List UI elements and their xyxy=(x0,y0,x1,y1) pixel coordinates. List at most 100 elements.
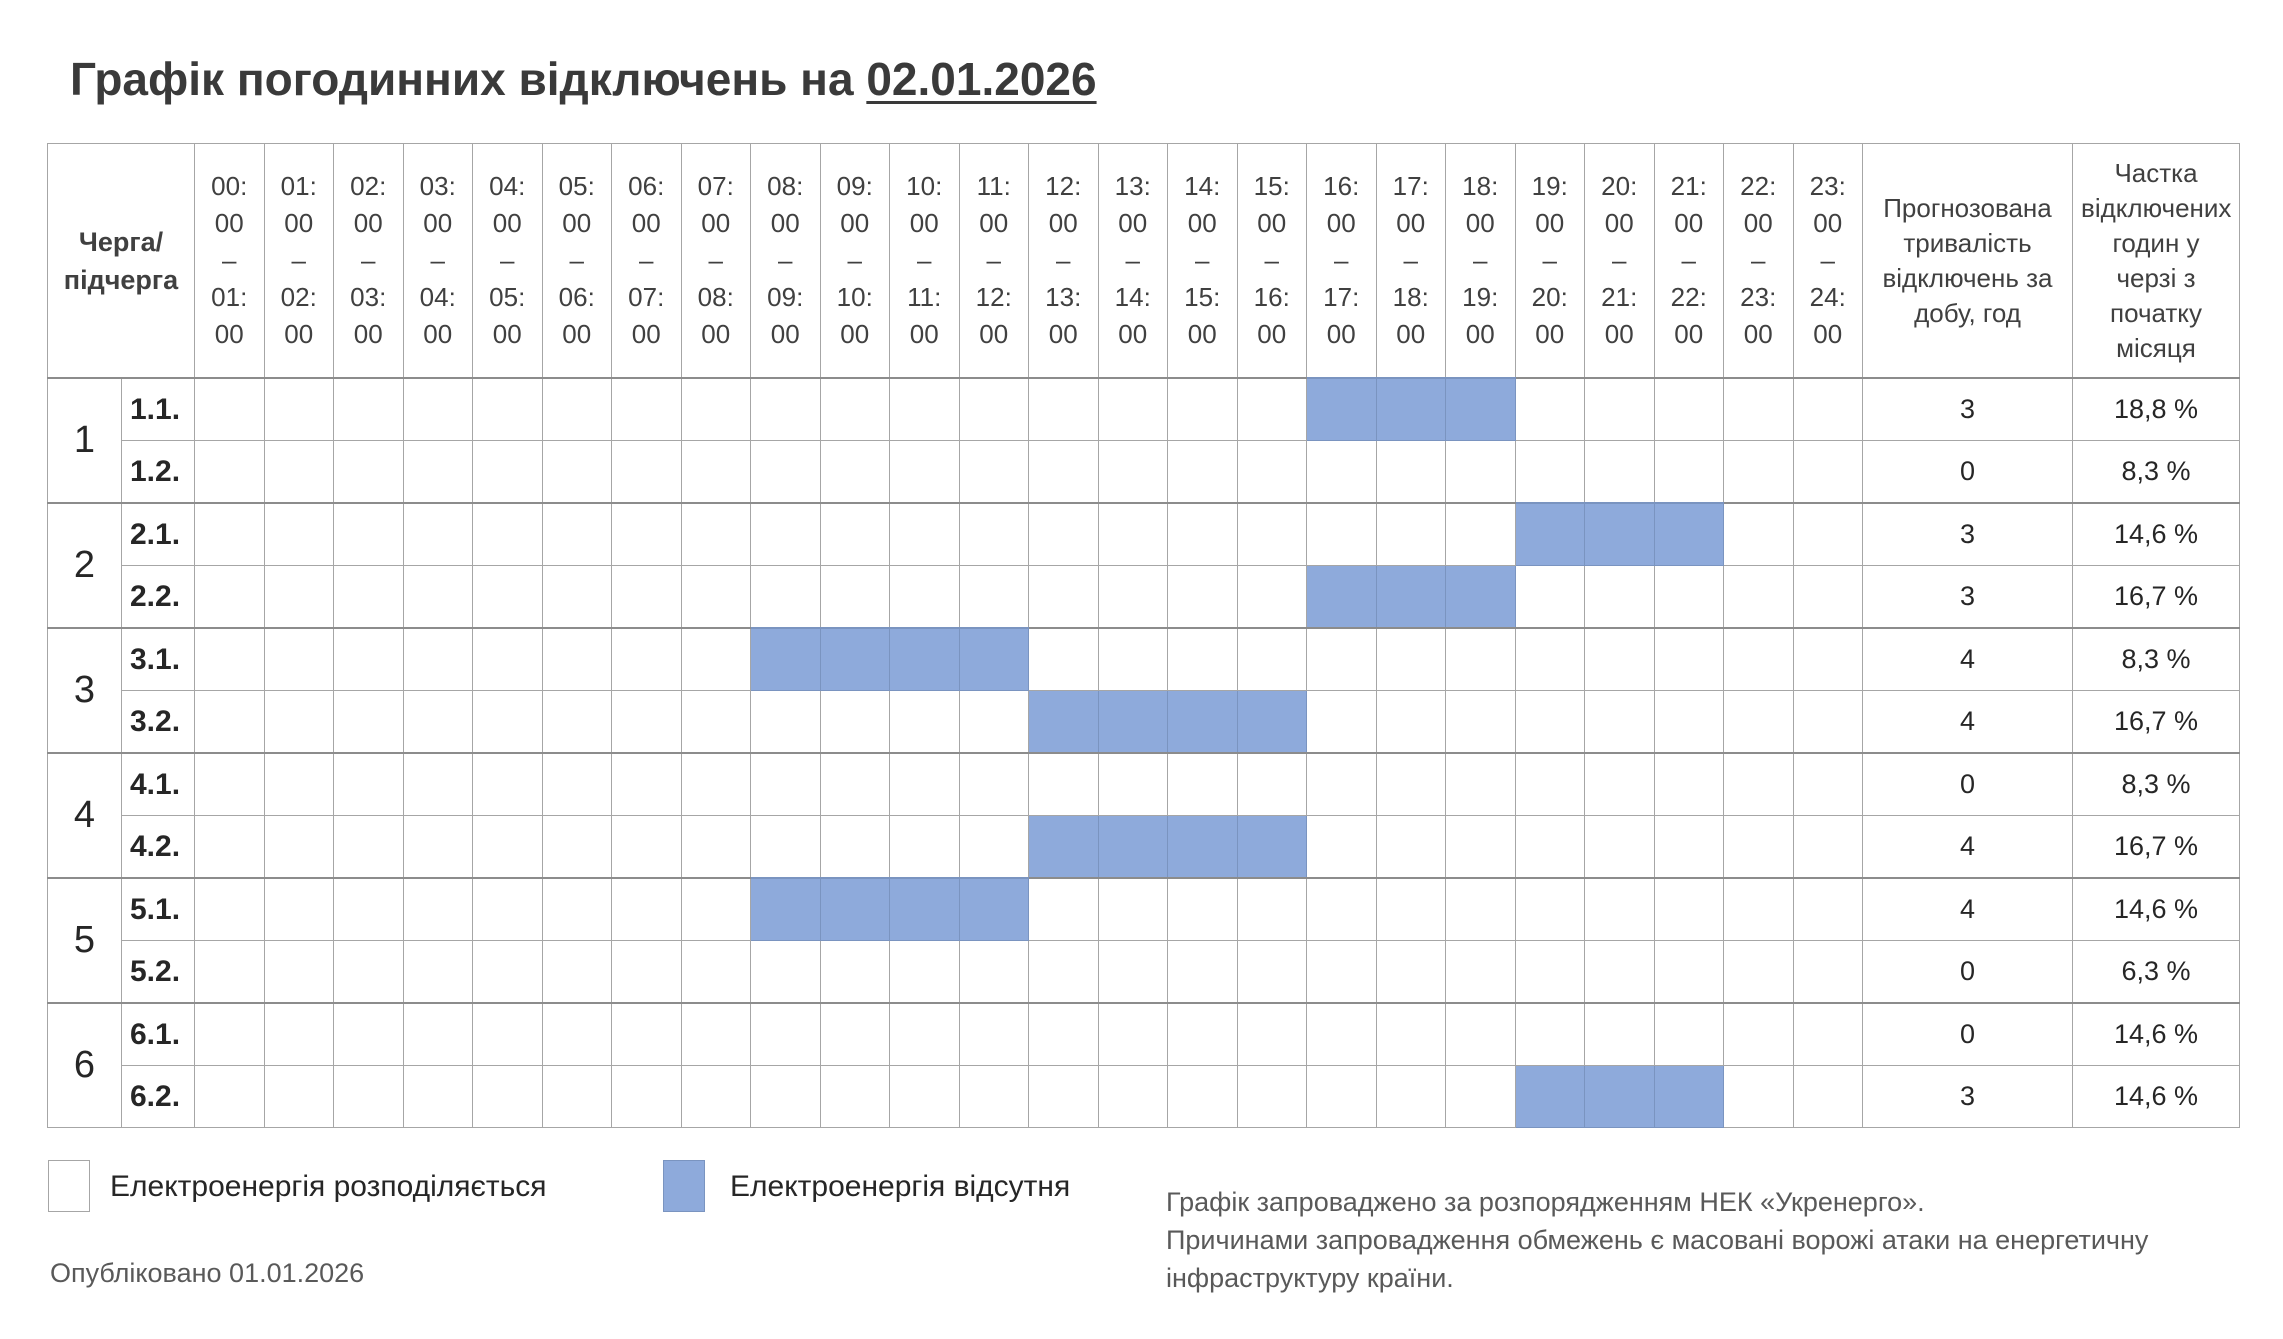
hour-cell-power-on xyxy=(611,565,682,629)
hour-cell-power-on xyxy=(402,565,473,629)
hour-cell-power-on xyxy=(263,1002,334,1066)
hour-cell-power-on xyxy=(1028,440,1099,504)
duration-column-header: Прогнозована тривалість відключень за до… xyxy=(1862,143,2073,379)
hour-cell-power-on xyxy=(1584,815,1655,879)
hour-cell-power-on xyxy=(1028,877,1099,941)
hour-cell-power-on xyxy=(472,1065,543,1128)
hour-cell-power-on xyxy=(1584,627,1655,691)
subqueue-label: 3.2. xyxy=(121,690,195,754)
hour-cell-power-on xyxy=(1723,440,1794,504)
subqueue-label: 1.2. xyxy=(121,440,195,504)
hour-cell-power-off xyxy=(750,877,821,941)
hour-cell-power-on xyxy=(263,565,334,629)
hour-cell-power-on xyxy=(194,565,265,629)
subqueue-label: 4.2. xyxy=(121,815,195,879)
hour-column-header: 12: 00 – 13: 00 xyxy=(1028,143,1099,379)
table-row: 1 1.1. 3 18,8 % xyxy=(47,377,2240,504)
duration-value: 0 xyxy=(1862,940,2073,1004)
hour-cell-power-on xyxy=(1445,627,1516,691)
hour-cell-power-on xyxy=(1514,627,1585,691)
hour-column-header: 01: 00 – 02: 00 xyxy=(263,143,334,379)
hour-cell-power-on xyxy=(541,440,612,504)
hour-cell-power-on xyxy=(1723,690,1794,754)
hour-cell-power-on xyxy=(194,627,265,691)
hour-cell-power-on xyxy=(1306,502,1377,566)
hour-column-header: 22: 00 – 23: 00 xyxy=(1723,143,1794,379)
subqueue-label: 5.1. xyxy=(121,877,195,941)
hour-cell-power-on xyxy=(1375,815,1446,879)
hour-cell-power-on xyxy=(1097,1065,1168,1128)
hour-cell-power-on xyxy=(1514,690,1585,754)
hour-cell-power-on xyxy=(402,690,473,754)
hour-cell-power-on xyxy=(611,815,682,879)
hour-cell-power-on xyxy=(1514,815,1585,879)
footnote-line: інфраструктуру країни. xyxy=(1166,1263,1454,1293)
legend-power-on-label: Електроенергія розподіляється xyxy=(110,1170,547,1203)
share-value: 8,3 % xyxy=(2072,627,2240,691)
hour-cell-power-on xyxy=(1028,627,1099,691)
hour-cell-power-on xyxy=(1792,1002,1863,1066)
hour-cell-power-on xyxy=(1306,752,1377,816)
title-prefix: Графік погодинних відключень на xyxy=(70,53,854,105)
hour-cell-power-off xyxy=(1236,815,1307,879)
hour-cell-power-on xyxy=(1306,815,1377,879)
hour-cell-power-off xyxy=(1097,815,1168,879)
hour-cell-power-on xyxy=(958,940,1029,1004)
hour-cell-power-on xyxy=(611,752,682,816)
hour-cell-power-on xyxy=(750,502,821,566)
share-value: 8,3 % xyxy=(2072,440,2240,504)
hour-cell-power-on xyxy=(889,440,960,504)
hour-cell-power-on xyxy=(1306,1002,1377,1066)
hour-cell-power-on xyxy=(1792,815,1863,879)
hour-cell-power-on xyxy=(750,940,821,1004)
hour-cell-power-on xyxy=(1445,940,1516,1004)
hour-cell-power-on xyxy=(194,502,265,566)
footnote: Графік запроваджено за розпорядженням НЕ… xyxy=(1166,1183,2246,1297)
hour-cell-power-off xyxy=(1514,502,1585,566)
hour-cell-power-on xyxy=(958,815,1029,879)
hour-column-header: 00: 00 – 01: 00 xyxy=(194,143,265,379)
queue-number: 2 xyxy=(47,502,122,629)
hour-cell-power-on xyxy=(819,752,890,816)
subqueue-label: 2.1. xyxy=(121,502,195,566)
subqueue-label: 2.2. xyxy=(121,565,195,629)
hour-cell-power-on xyxy=(541,627,612,691)
hour-cell-power-on xyxy=(1167,377,1238,441)
hour-column-header: 19: 00 – 20: 00 xyxy=(1514,143,1585,379)
footnote-line: Причинами запровадження обмежень є масов… xyxy=(1166,1225,2149,1255)
hour-cell-power-on xyxy=(194,877,265,941)
table-row: 3.2. 4 16,7 % xyxy=(48,690,2240,754)
hour-cell-power-on xyxy=(819,565,890,629)
hour-cell-power-on xyxy=(1653,690,1724,754)
hour-column-header: 16: 00 – 17: 00 xyxy=(1306,143,1377,379)
hour-cell-power-on xyxy=(263,377,334,441)
hour-cell-power-on xyxy=(472,502,543,566)
hour-cell-power-on xyxy=(1723,752,1794,816)
share-value: 14,6 % xyxy=(2072,1065,2240,1128)
hour-cell-power-on xyxy=(472,565,543,629)
hour-cell-power-on xyxy=(750,440,821,504)
hour-cell-power-off xyxy=(1514,1065,1585,1128)
hour-column-header: 13: 00 – 14: 00 xyxy=(1097,143,1168,379)
hour-cell-power-on xyxy=(1792,502,1863,566)
hour-cell-power-off xyxy=(819,627,890,691)
queue-number: 5 xyxy=(47,877,122,1004)
hour-cell-power-on xyxy=(1375,690,1446,754)
hour-cell-power-on xyxy=(1723,502,1794,566)
hour-cell-power-on xyxy=(1792,877,1863,941)
hour-cell-power-on xyxy=(1653,1002,1724,1066)
share-value: 14,6 % xyxy=(2072,502,2240,566)
hour-cell-power-on xyxy=(194,815,265,879)
hour-cell-power-on xyxy=(472,940,543,1004)
hour-cell-power-on xyxy=(1236,377,1307,441)
hour-cell-power-on xyxy=(402,627,473,691)
hour-column-header: 04: 00 – 05: 00 xyxy=(472,143,543,379)
hour-cell-power-on xyxy=(1167,502,1238,566)
hour-cell-power-on xyxy=(1584,565,1655,629)
hour-cell-power-on xyxy=(1375,752,1446,816)
share-value: 18,8 % xyxy=(2072,377,2240,441)
hour-cell-power-on xyxy=(194,440,265,504)
hour-column-header: 06: 00 – 07: 00 xyxy=(611,143,682,379)
share-value: 16,7 % xyxy=(2072,690,2240,754)
subqueue-label: 3.1. xyxy=(121,627,195,691)
